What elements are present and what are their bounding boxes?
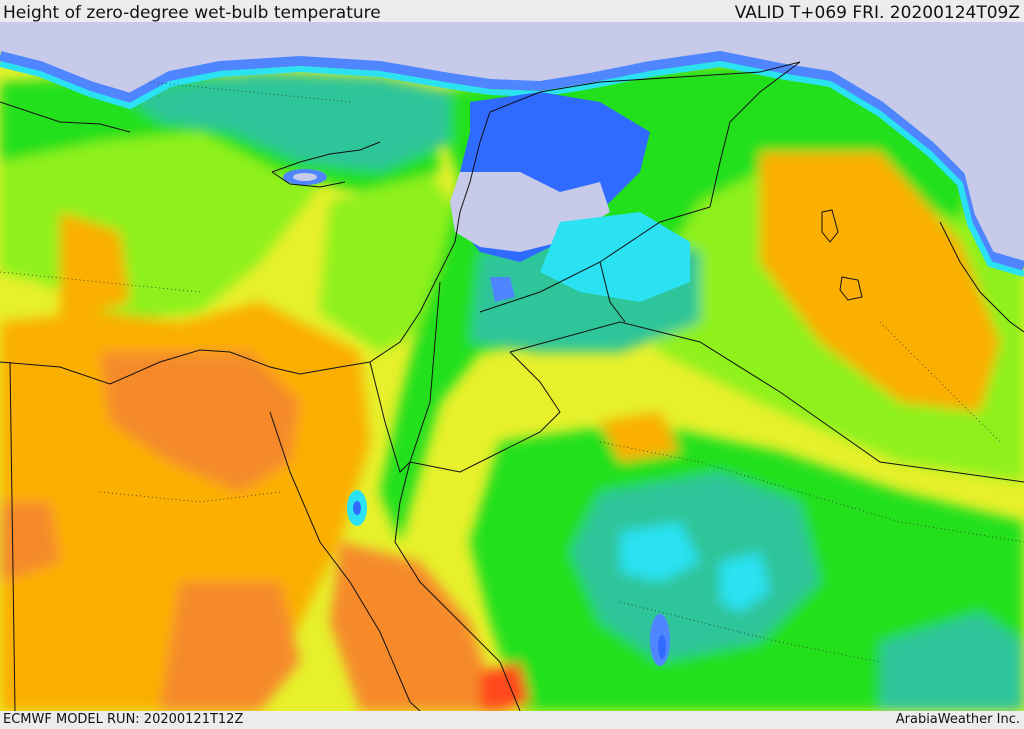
island-1 [821,209,839,243]
boundaries [0,61,1024,711]
field-dark-orange-libya [0,502,60,582]
coast-red-sea-west [269,411,421,711]
field-cyan-south [620,522,700,582]
coast-red-sea-east [394,461,521,711]
field-sinai-core [353,501,361,515]
field-teal-yemen [880,612,1024,711]
border-iraq-iran [709,61,801,208]
coast-levant [454,61,801,243]
border-saudi-iraq [509,321,1024,483]
field-dark-orange-sudan [160,582,300,711]
field-saudi-core [658,635,666,659]
field-cyprus-core [293,173,317,181]
border-iraq-jordan [599,261,626,323]
valid-time: VALID T+069 FRI. 20200124T09Z [734,3,1020,23]
field-orange-sinai-west [60,212,130,322]
coast-cyprus [271,141,381,188]
coast-turkey [0,101,131,133]
field-blue-edge [0,50,1024,271]
border-egypt-libya [9,361,16,711]
footer-bar: ECMWF MODEL RUN: 20200121T12Z ArabiaWeat… [0,711,1024,729]
coast-sinai [369,361,411,473]
coast-africa-north [0,241,456,385]
field-cyan-syria-pocket [540,212,690,302]
island-2 [839,276,863,301]
field-blue-iraq-dots [490,277,515,302]
border-jordan-saudi [409,351,561,473]
field-cyan-edge [0,60,1024,277]
header-bar: Height of zero-degree wet-bulb temperatu… [0,0,1024,23]
dotted-borders [0,81,1024,663]
credit-label: ArabiaWeather Inc. [895,712,1020,727]
field-teal-south [570,472,820,662]
border-israel-jordan [409,281,441,463]
field-cyan-south2 [720,552,770,612]
coast-iran-gulf [939,221,1024,333]
model-run-label: ECMWF MODEL RUN: 20200121T12Z [3,712,244,727]
contour-fields [0,62,1024,711]
map-title: Height of zero-degree wet-bulb temperatu… [3,3,381,23]
wet-bulb-zero-height-map [0,22,1024,711]
field-orange-east-patch [600,412,680,462]
field-dark-orange-redsea [330,542,500,711]
field-red-spot [480,662,530,711]
field-dark-orange-egypt [100,352,300,492]
field-below-zero-north [0,22,1024,262]
field-orange-east [760,152,1000,412]
